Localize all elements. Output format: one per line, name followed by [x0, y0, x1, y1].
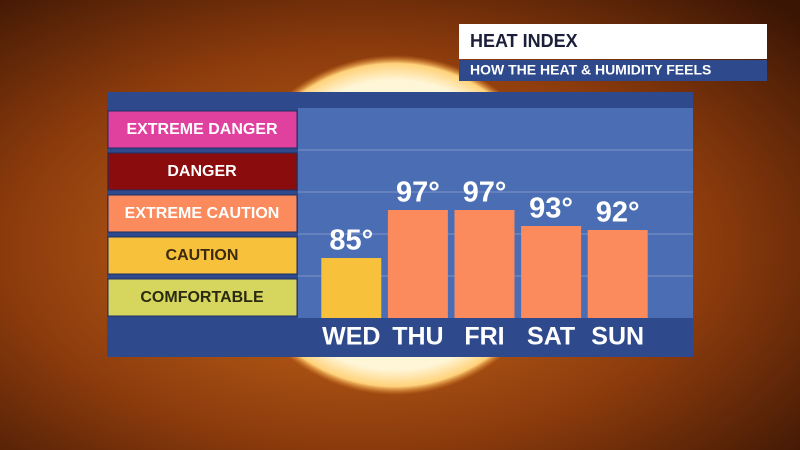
- value-label: 85°: [329, 225, 373, 257]
- bar: [454, 210, 515, 318]
- bar: [521, 226, 582, 318]
- bar: [587, 230, 648, 318]
- x-tick-label: FRI: [464, 323, 504, 351]
- x-tick-label: THU: [392, 323, 443, 351]
- subtitle-box: [459, 60, 767, 81]
- chart-subtitle: HOW THE HEAT & HUMIDITY FEELS: [470, 62, 711, 78]
- zone-label: COMFORTABLE: [140, 289, 264, 306]
- zone-label: DANGER: [167, 163, 237, 180]
- zone-label: EXTREME DANGER: [126, 121, 278, 138]
- zone-box: [107, 236, 298, 275]
- x-tick-label: WED: [322, 323, 380, 351]
- x-tick-label: SAT: [527, 323, 575, 351]
- bar: [387, 210, 448, 318]
- bar: [321, 258, 382, 318]
- x-tick-label: SUN: [591, 323, 644, 351]
- value-label: 92°: [596, 197, 640, 229]
- zone-box: [107, 278, 298, 317]
- value-label: 97°: [396, 177, 440, 209]
- chart-title: HEAT INDEX: [470, 31, 578, 51]
- zone-box: [107, 110, 298, 149]
- zone-box: [107, 194, 298, 233]
- title-box: [459, 24, 767, 59]
- zone-label: CAUTION: [166, 247, 239, 264]
- value-label: 93°: [529, 193, 573, 225]
- zone-label: EXTREME CAUTION: [125, 205, 280, 222]
- value-label: 97°: [463, 177, 507, 209]
- zone-box: [107, 152, 298, 191]
